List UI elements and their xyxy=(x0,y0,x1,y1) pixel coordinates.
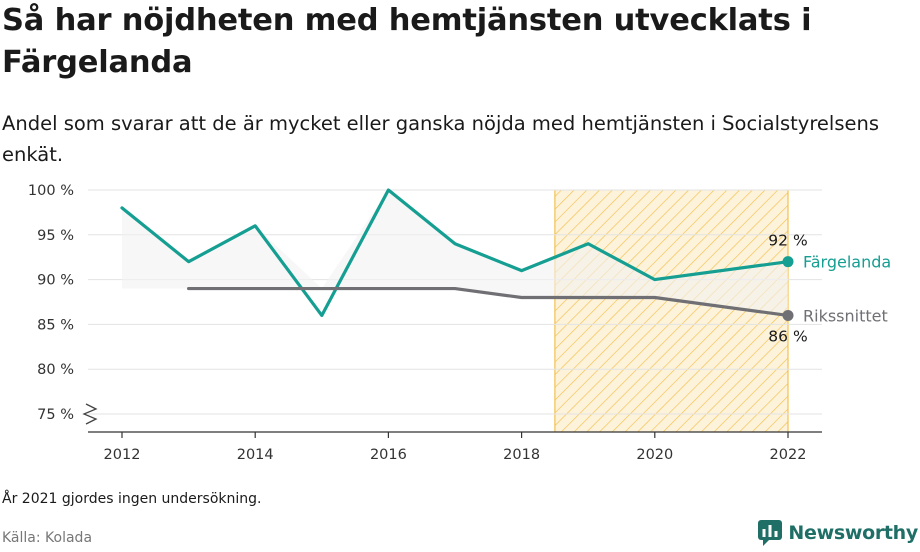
x-tick-label: 2014 xyxy=(237,447,274,463)
series-name-label: Färgelanda xyxy=(803,253,891,272)
brand-name: Newsworthy xyxy=(788,522,918,544)
y-tick-label: 95 % xyxy=(37,228,74,244)
axis-break-icon xyxy=(82,403,98,425)
x-tick-label: 2018 xyxy=(503,447,540,463)
x-tick-label: 2016 xyxy=(370,447,407,463)
brand-logo[interactable]: Newsworthy xyxy=(757,519,918,547)
y-tick-label: 75 % xyxy=(37,407,74,423)
x-tick-label: 2012 xyxy=(104,447,141,463)
source-note: Källa: Kolada xyxy=(2,530,93,546)
series-end-marker xyxy=(782,309,794,321)
series-value-label: 86 % xyxy=(768,327,807,345)
x-tick-label: 2022 xyxy=(770,447,807,463)
y-tick-label: 80 % xyxy=(37,362,74,378)
y-tick-label: 100 % xyxy=(28,183,74,199)
y-tick-label: 90 % xyxy=(37,273,74,289)
series-line-fargelanda xyxy=(120,188,790,318)
series-value-label: 92 % xyxy=(768,232,807,250)
series-name-label: Rikssnittet xyxy=(803,306,888,325)
comparison-band xyxy=(122,190,788,316)
series-end-marker xyxy=(782,256,794,268)
newsworthy-logo-icon xyxy=(758,520,783,546)
series-line-riket xyxy=(187,286,790,318)
chart-subtitle: Andel som svarar att de är mycket eller … xyxy=(2,112,880,166)
line-chart: 75 % 80 % 85 % 90 % 95 % 100 % 2012 2014 2016 20… xyxy=(28,183,891,463)
x-tick-label: 2020 xyxy=(636,447,673,463)
chart-title: Så har nöjdheten med hemtjänsten utveckl… xyxy=(2,3,812,80)
y-tick-label: 85 % xyxy=(37,317,74,333)
footnote: År 2021 gjordes ingen undersökning. xyxy=(2,491,262,507)
